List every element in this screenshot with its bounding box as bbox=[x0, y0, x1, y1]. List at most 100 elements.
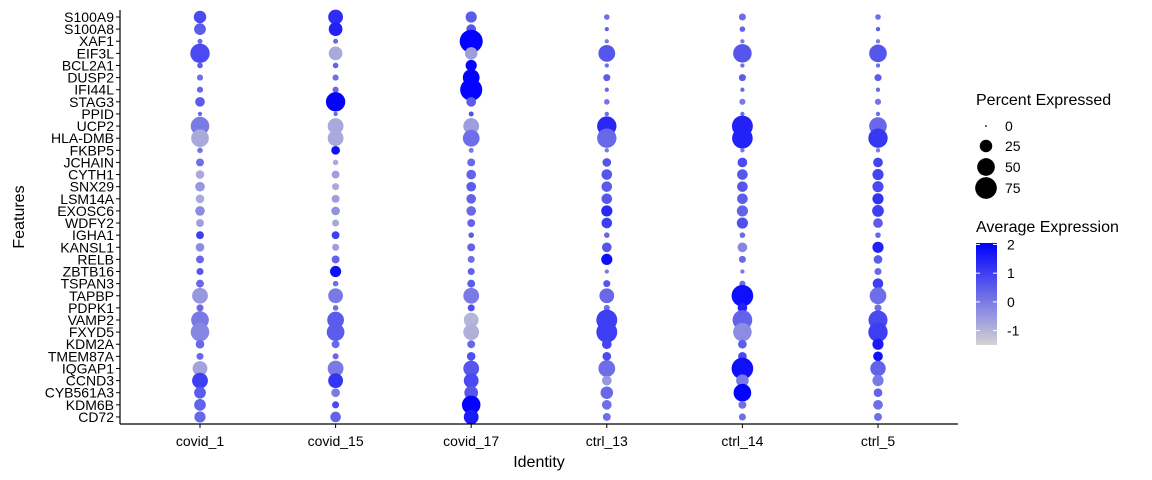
dot-zbtb16-covid-15 bbox=[330, 265, 342, 278]
dot-igha1-covid-15 bbox=[331, 231, 340, 240]
dot-jchain-ctrl-13 bbox=[602, 158, 612, 167]
dot-dusp2-ctrl-14 bbox=[738, 74, 746, 82]
dot-jchain-ctrl-5 bbox=[873, 157, 883, 168]
y-tick-label-cd72: CD72 bbox=[78, 409, 114, 425]
dot-hla-dmb-covid-15 bbox=[327, 130, 344, 147]
y-tick-label-ifi44l: IFI44L bbox=[74, 82, 114, 98]
dot-pdpk1-ctrl-14 bbox=[737, 303, 748, 313]
dot-relb-covid-1 bbox=[196, 255, 204, 264]
dot-fkbp5-ctrl-13 bbox=[604, 148, 609, 153]
dot-ppid-ctrl-14 bbox=[740, 111, 745, 117]
dot-s100a8-ctrl-5 bbox=[875, 26, 881, 32]
dot-cyth1-covid-1 bbox=[195, 170, 205, 179]
y-tick-label-fkbp5: FKBP5 bbox=[70, 142, 115, 158]
dot-igha1-ctrl-14 bbox=[739, 232, 746, 238]
dot-fkbp5-covid-17 bbox=[468, 147, 474, 153]
dot-xaf1-covid-15 bbox=[333, 38, 339, 44]
dot-fkbp5-covid-15 bbox=[331, 145, 340, 155]
dot-cd72-ctrl-14 bbox=[738, 413, 746, 421]
dot-fxyd5-covid-17 bbox=[463, 324, 480, 341]
dot-vamp2-covid-17 bbox=[463, 312, 479, 328]
dot-stag3-covid-15 bbox=[325, 92, 346, 112]
dot-fkbp5-covid-1 bbox=[197, 147, 203, 154]
dot-snx29-ctrl-13 bbox=[601, 181, 613, 192]
y-tick-label-igha1: IGHA1 bbox=[72, 227, 114, 243]
dot-xaf1-ctrl-14 bbox=[740, 39, 745, 44]
dot-s100a8-covid-1 bbox=[194, 23, 206, 35]
dot-iqgap1-covid-15 bbox=[327, 360, 344, 377]
color-legend-title: Average Expression bbox=[976, 219, 1119, 236]
dot-snx29-covid-17 bbox=[466, 181, 477, 192]
dot-bcl2a1-covid-1 bbox=[197, 62, 203, 69]
dot-tapbp-covid-1 bbox=[192, 287, 208, 304]
dot-ifi44l-covid-17 bbox=[460, 78, 483, 101]
color-legend-label: -1 bbox=[1007, 323, 1020, 339]
y-tick-label-hla-dmb: HLA-DMB bbox=[51, 130, 114, 146]
y-tick-label-snx29: SNX29 bbox=[70, 179, 115, 195]
color-legend-bar bbox=[976, 243, 997, 345]
dot-jchain-covid-15 bbox=[332, 159, 339, 166]
dot-igha1-ctrl-5 bbox=[875, 232, 881, 238]
dot-s100a9-ctrl-13 bbox=[604, 14, 610, 20]
dot-stag3-ctrl-14 bbox=[739, 98, 746, 105]
y-tick-label-pdpk1: PDPK1 bbox=[68, 300, 114, 316]
dot-snx29-ctrl-5 bbox=[872, 181, 884, 193]
dot-relb-ctrl-14 bbox=[738, 255, 746, 263]
dot-xaf1-ctrl-13 bbox=[604, 39, 609, 44]
dot-cd72-covid-15 bbox=[330, 411, 341, 423]
dot-ppid-covid-17 bbox=[468, 111, 474, 117]
dot-tspan3-ctrl-5 bbox=[872, 278, 884, 289]
dot-snx29-ctrl-14 bbox=[737, 181, 748, 192]
dot-stag3-ctrl-13 bbox=[604, 99, 610, 105]
dot-dusp2-covid-1 bbox=[196, 74, 204, 81]
y-axis-title: Features bbox=[11, 185, 28, 248]
dot-exosc6-ctrl-14 bbox=[736, 205, 748, 217]
x-tick-label-covid-15: covid_15 bbox=[308, 433, 364, 449]
dot-ucp2-covid-15 bbox=[327, 118, 344, 134]
dot-kansl1-covid-15 bbox=[332, 243, 340, 251]
dot-ifi44l-ctrl-13 bbox=[604, 87, 609, 92]
dot-tapbp-ctrl-13 bbox=[599, 288, 615, 304]
plot-area bbox=[190, 9, 888, 425]
dot-ifi44l-covid-1 bbox=[196, 86, 204, 93]
dot-dusp2-ctrl-13 bbox=[603, 74, 611, 82]
dot-cyb561a3-covid-17 bbox=[464, 385, 479, 400]
dot-exosc6-covid-1 bbox=[195, 206, 205, 216]
dot-bcl2a1-ctrl-13 bbox=[604, 63, 609, 68]
dot-vamp2-covid-15 bbox=[327, 311, 344, 329]
x-tick-label-ctrl-5: ctrl_5 bbox=[861, 433, 895, 449]
y-tick-label-eif3l: EIF3L bbox=[77, 45, 115, 61]
size-legend: Percent Expressed 0 25 50 75 bbox=[975, 92, 1111, 199]
dot-jchain-ctrl-14 bbox=[737, 157, 748, 168]
dot-cyb561a3-ctrl-14 bbox=[733, 383, 752, 402]
dot-tspan3-ctrl-13 bbox=[603, 280, 611, 288]
dot-cyth1-ctrl-13 bbox=[601, 169, 613, 180]
dot-pdpk1-covid-15 bbox=[332, 305, 339, 311]
y-tick-label-dusp2: DUSP2 bbox=[67, 70, 114, 86]
dot-hla-dmb-ctrl-13 bbox=[597, 128, 617, 148]
size-legend-label: 75 bbox=[1005, 180, 1021, 196]
x-tick-label-covid-17: covid_17 bbox=[443, 433, 499, 449]
size-legend-label: 50 bbox=[1005, 159, 1021, 175]
dot-xaf1-ctrl-5 bbox=[875, 39, 881, 44]
dot-cd72-ctrl-13 bbox=[602, 413, 611, 421]
dot-s100a9-ctrl-14 bbox=[738, 13, 746, 21]
dot-hla-dmb-covid-1 bbox=[191, 129, 209, 148]
dot-kansl1-ctrl-14 bbox=[737, 242, 748, 253]
dot-tmem87a-covid-17 bbox=[466, 352, 476, 361]
dot-wdfy2-ctrl-14 bbox=[736, 217, 748, 229]
dot-hla-dmb-covid-17 bbox=[462, 129, 480, 147]
dot-cyb561a3-ctrl-5 bbox=[873, 388, 883, 398]
size-legend-label: 25 bbox=[1005, 138, 1021, 154]
dot-relb-ctrl-13 bbox=[601, 253, 613, 265]
dot-tspan3-covid-1 bbox=[196, 279, 204, 288]
dot-ccnd3-covid-17 bbox=[463, 373, 479, 388]
dot-kdm6b-ctrl-14 bbox=[738, 400, 747, 409]
size-legend-label: 0 bbox=[1005, 118, 1013, 134]
dot-kdm2a-covid-15 bbox=[331, 340, 340, 349]
dot-tapbp-covid-17 bbox=[463, 287, 480, 304]
dot-pdpk1-ctrl-5 bbox=[874, 304, 882, 312]
dot-iqgap1-covid-1 bbox=[192, 361, 208, 376]
y-tick-label-stag3: STAG3 bbox=[69, 94, 114, 110]
dot-wdfy2-ctrl-5 bbox=[873, 218, 883, 228]
